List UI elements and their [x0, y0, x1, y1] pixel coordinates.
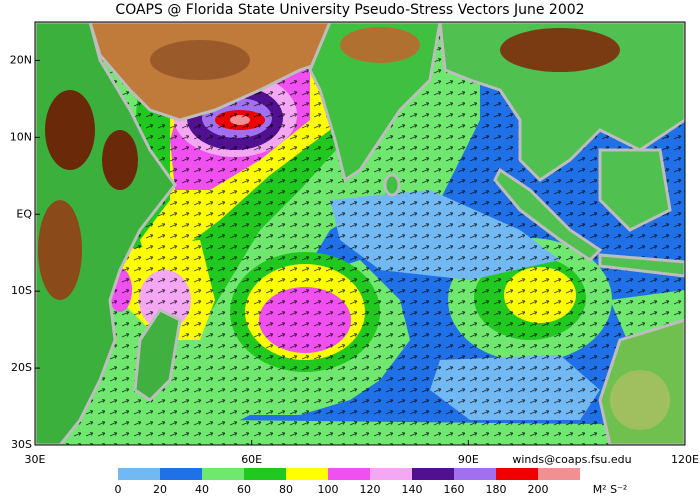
lon-tick-label: 60E: [241, 453, 262, 466]
lat-tick-label: 10N: [10, 130, 32, 143]
colorbar-label: 0: [115, 483, 122, 496]
axes: 20N 10N EQ 10S 20S 30S 30E 60E 90E 120E: [10, 53, 699, 466]
colorbar-swatch: [496, 468, 538, 480]
colorbar-swatch: [118, 468, 160, 480]
lat-tick-label: 20S: [11, 361, 32, 374]
lat-tick-label: 10S: [11, 284, 32, 297]
terrain: [38, 27, 670, 430]
lon-tick-label: 120E: [671, 453, 699, 466]
credit: winds@coaps.fsu.edu: [512, 453, 631, 466]
colorbar-label: 60: [237, 483, 251, 496]
lat-tick-label: 30S: [11, 438, 32, 451]
colorbar-swatch: [412, 468, 454, 480]
lon-tick-label: 30E: [25, 453, 46, 466]
map-title: COAPS @ Florida State University Pseudo-…: [115, 2, 584, 18]
colorbar-label: 80: [279, 483, 293, 496]
lon-tick-label: 90E: [458, 453, 479, 466]
colorbar-label: 180: [486, 483, 507, 496]
colorbar-swatch: [538, 468, 580, 480]
map: [35, 22, 685, 445]
colorbar-swatch: [454, 468, 496, 480]
colorbar-label: 20: [153, 483, 167, 496]
map-frame: [34, 21, 686, 446]
colorbar-swatch: [244, 468, 286, 480]
colorbar-label: 140: [402, 483, 423, 496]
colorbar-swatch: [370, 468, 412, 480]
colorbar-label: 100: [318, 483, 339, 496]
colorbar-swatch: [202, 468, 244, 480]
colorbar-label: 40: [195, 483, 209, 496]
colorbar-unit: M² S⁻²: [593, 483, 628, 496]
colorbar-label: 200: [528, 483, 549, 496]
colorbar-swatch: [160, 468, 202, 480]
colorbar-swatch: [328, 468, 370, 480]
colorbar: 0 20 40 60 80 100 120 140 160 180 200 M² S⁻²: [115, 468, 628, 496]
colorbar-label: 160: [444, 483, 465, 496]
lat-tick-label: 20N: [10, 53, 32, 66]
colorbar-swatch: [286, 468, 328, 480]
colorbar-label: 120: [360, 483, 381, 496]
lat-tick-label: EQ: [16, 207, 32, 220]
